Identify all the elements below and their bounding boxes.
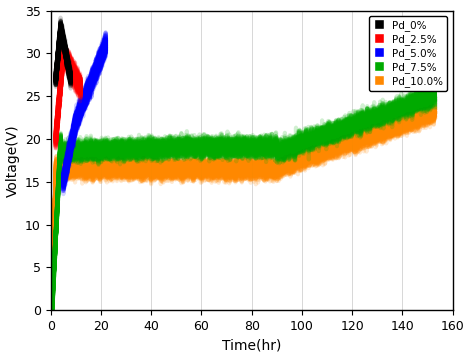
X-axis label: Time(hr): Time(hr) <box>222 338 282 352</box>
Y-axis label: Voltage(V): Voltage(V) <box>6 124 20 197</box>
Legend: Pd_0%, Pd_2.5%, Pd_5.0%, Pd_7.5%, Pd_10.0%: Pd_0%, Pd_2.5%, Pd_5.0%, Pd_7.5%, Pd_10.… <box>369 16 447 91</box>
